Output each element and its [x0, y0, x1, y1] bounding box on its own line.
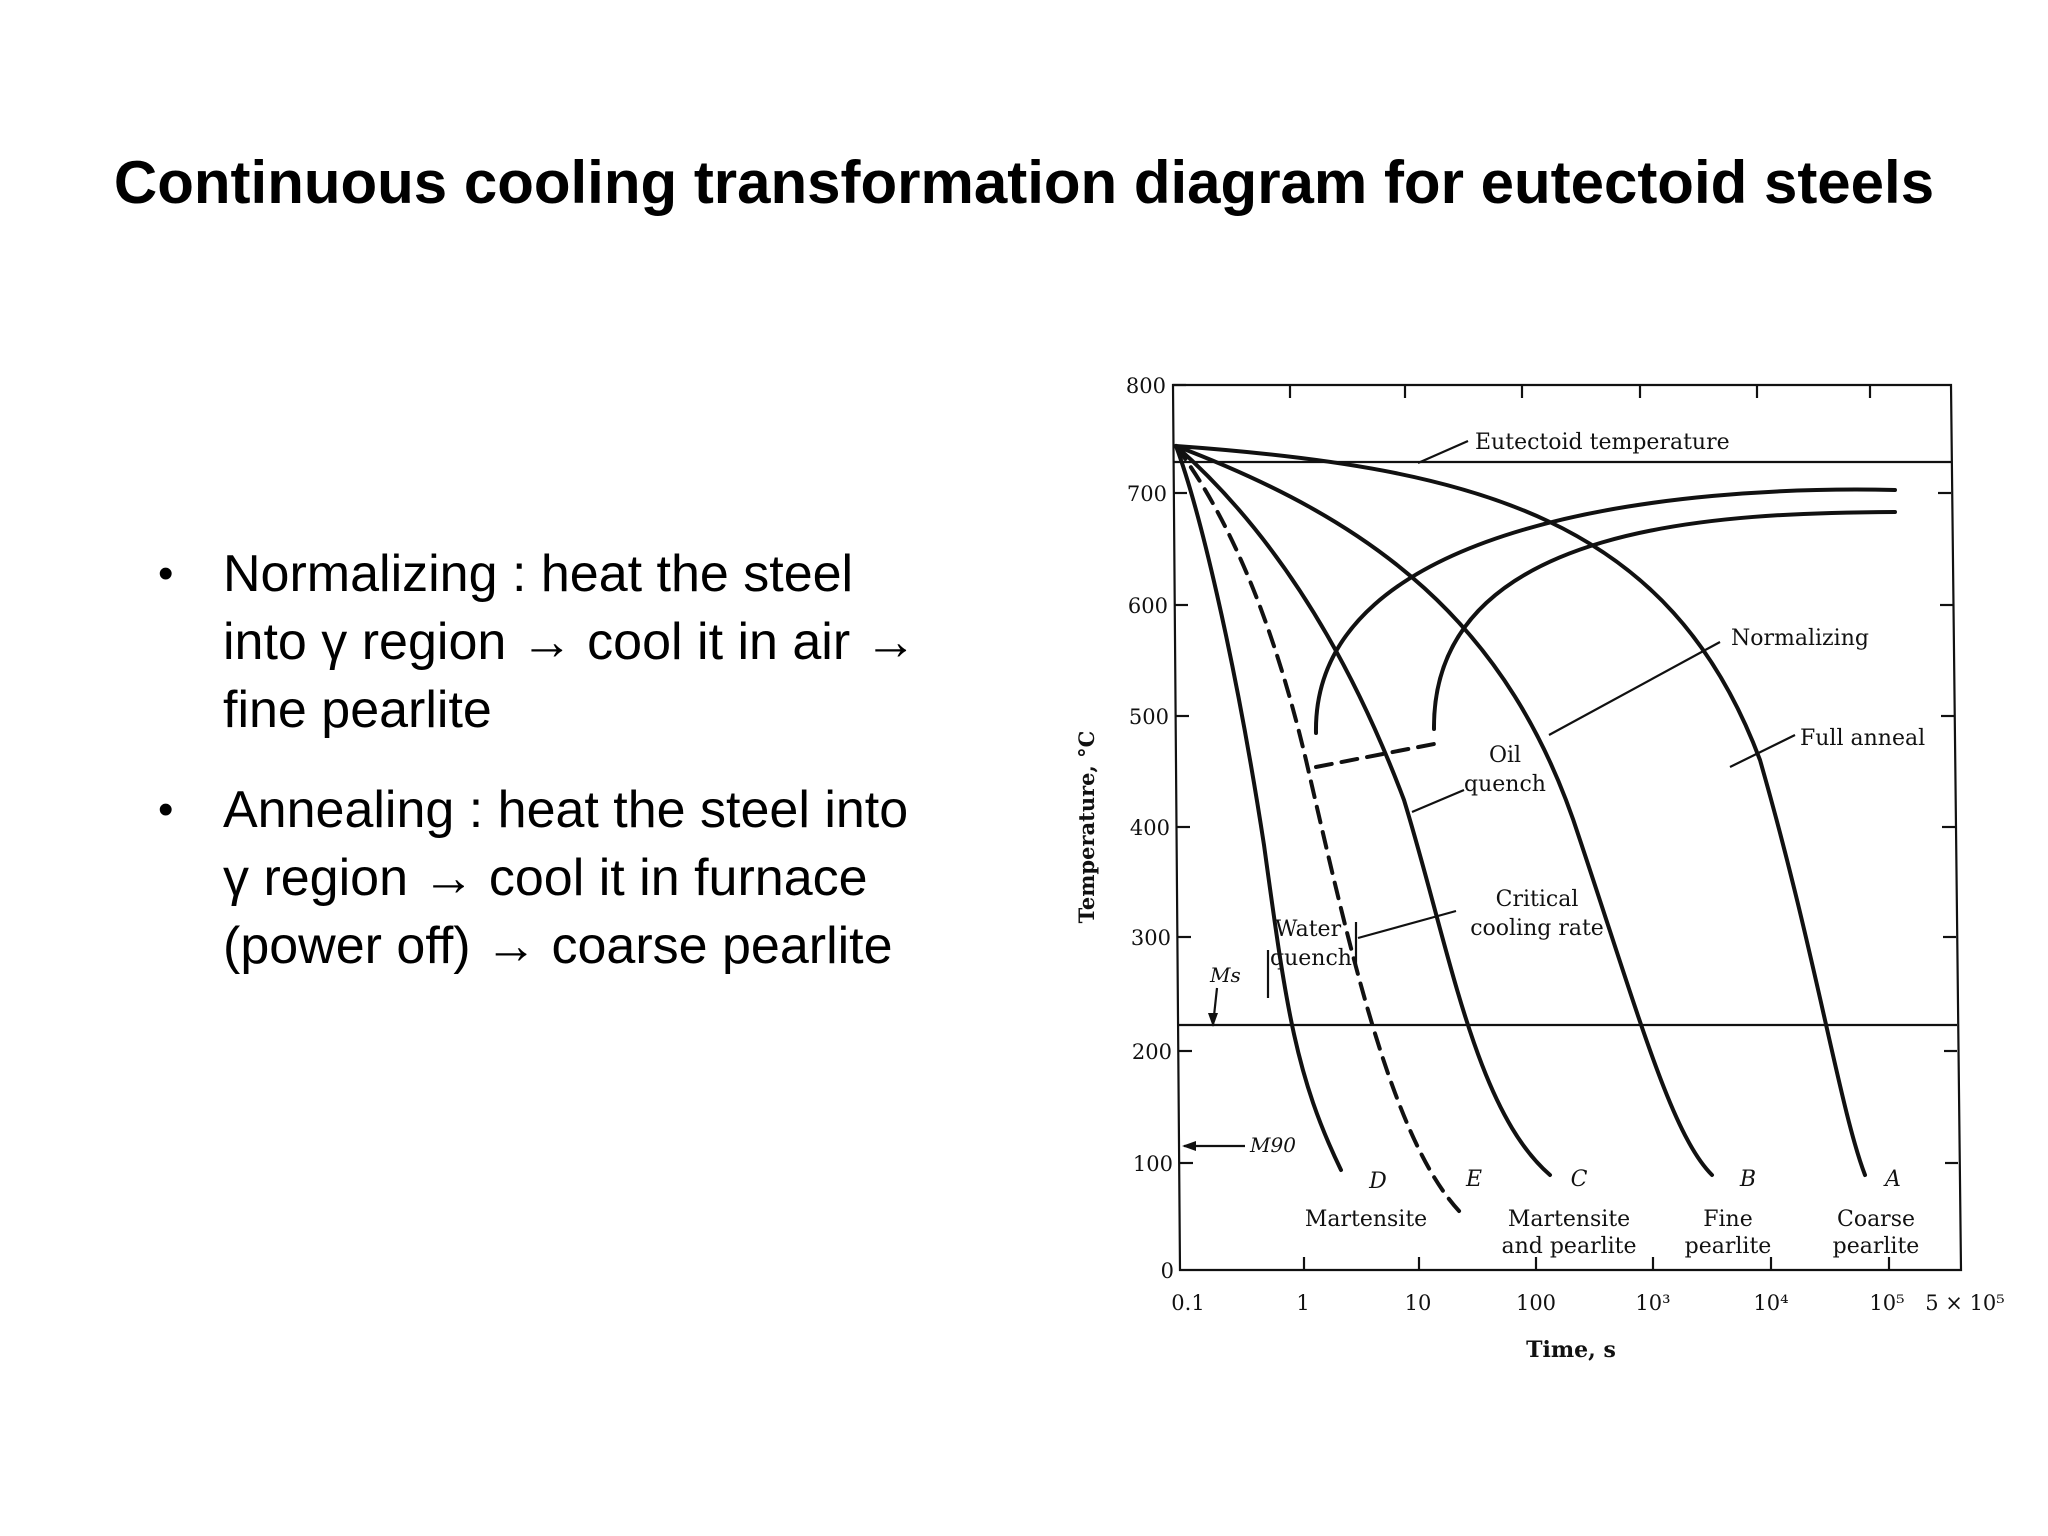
oil-quench-label: quench [1464, 772, 1546, 797]
bullet-line: fine pearlite [223, 681, 492, 739]
transformation-start-curve [1313, 487, 1897, 735]
cooling-curve-c [1174, 444, 1552, 1177]
ms-label: Ms [1209, 963, 1241, 987]
x-tick-label: 10⁴ [1753, 1291, 1788, 1315]
x-tick-label: 10³ [1635, 1291, 1670, 1315]
product-label-a: Coarse [1837, 1207, 1915, 1232]
y-tick-label: 100 [1133, 1152, 1173, 1176]
water-quench-label: Water [1275, 917, 1342, 942]
product-label-c: Martensite [1508, 1207, 1630, 1232]
full-anneal-label: Full anneal [1800, 726, 1925, 751]
transformation-finish-curve [1431, 510, 1897, 731]
x-tick-label: 10 [1405, 1291, 1432, 1315]
cooling-curve-a [1174, 444, 1867, 1177]
y-tick-label: 400 [1130, 816, 1170, 840]
pearlite-finish-dashed [1314, 742, 1436, 769]
bullet-list: • Normalizing : heat the steel into γ re… [150, 540, 1010, 1012]
x-tick-label: 1 [1296, 1291, 1309, 1315]
product-label-b: pearlite [1685, 1234, 1772, 1259]
full-anneal-leader [1729, 734, 1796, 768]
bullet-line: Normalizing : heat the steel [223, 545, 854, 603]
cct-diagram: 800 700 600 500 400 300 200 100 0 0.1 1 … [1074, 374, 2005, 1363]
y-ticks [1173, 383, 1958, 1165]
cooling-curve-b [1174, 444, 1714, 1177]
critical-rate-label: Critical [1496, 887, 1579, 912]
curve-letter-c: C [1571, 1167, 1588, 1192]
curve-letter-e: E [1465, 1167, 1482, 1192]
cooling-curve-e-critical [1174, 444, 1462, 1214]
cooling-curve-d [1174, 444, 1343, 1172]
ms-arrowhead-icon [1208, 1013, 1218, 1027]
x-tick-label: 0.1 [1171, 1291, 1204, 1315]
product-label-d: Martensite [1305, 1207, 1427, 1232]
m90-arrowhead-icon [1182, 1141, 1196, 1151]
bullet-annealing: • Annealing : heat the steel into γ regi… [150, 776, 1010, 980]
bullet-line: into γ region → cool it in air → [223, 613, 917, 671]
curve-letter-b: B [1739, 1167, 1756, 1192]
product-label-c: and pearlite [1501, 1234, 1636, 1259]
eutectoid-leader [1417, 439, 1469, 465]
normalizing-label: Normalizing [1731, 626, 1869, 651]
water-quench-label: quench [1270, 946, 1352, 971]
x-tick-label: 10⁵ [1869, 1291, 1904, 1315]
product-label-a: pearlite [1833, 1234, 1920, 1259]
bullet-line: (power off) → coarse pearlite [223, 917, 893, 975]
curve-letter-a: A [1883, 1167, 1901, 1192]
diagram-frame [1171, 383, 1963, 1272]
product-label-b: Fine [1703, 1207, 1753, 1232]
critical-rate-label: cooling rate [1470, 916, 1604, 941]
x-ticks [1288, 385, 1891, 1270]
y-tick-label: 800 [1126, 374, 1166, 398]
y-tick-label: 200 [1132, 1040, 1172, 1064]
y-tick-label: 500 [1129, 705, 1169, 729]
curve-letter-d: D [1368, 1169, 1387, 1194]
slide-title: Continuous cooling transformation diagra… [113, 149, 1935, 216]
critical-rate-leader [1357, 909, 1457, 940]
x-axis-title: Time, s [1526, 1337, 1616, 1363]
y-tick-label: 600 [1128, 594, 1168, 618]
bullet-dot-icon: • [158, 785, 174, 834]
y-axis-title: Temperature, °C [1074, 731, 1099, 924]
oil-quench-leader [1411, 788, 1465, 814]
x-tick-label: 5 × 10⁵ [1925, 1291, 2004, 1315]
y-tick-label: 0 [1161, 1259, 1174, 1283]
m90-label: M90 [1249, 1133, 1296, 1157]
y-tick-label: 300 [1131, 926, 1171, 950]
normalizing-leader [1548, 641, 1721, 736]
bullet-normalizing: • Normalizing : heat the steel into γ re… [150, 540, 1010, 744]
x-tick-label: 100 [1516, 1291, 1556, 1315]
bullet-line: Annealing : heat the steel into [223, 781, 909, 839]
oil-quench-label: Oil [1489, 743, 1521, 768]
bullet-line: γ region → cool it in furnace [223, 849, 868, 907]
eutectoid-label: Eutectoid temperature [1475, 430, 1730, 455]
bullet-dot-icon: • [158, 549, 174, 598]
y-tick-label: 700 [1127, 482, 1167, 506]
